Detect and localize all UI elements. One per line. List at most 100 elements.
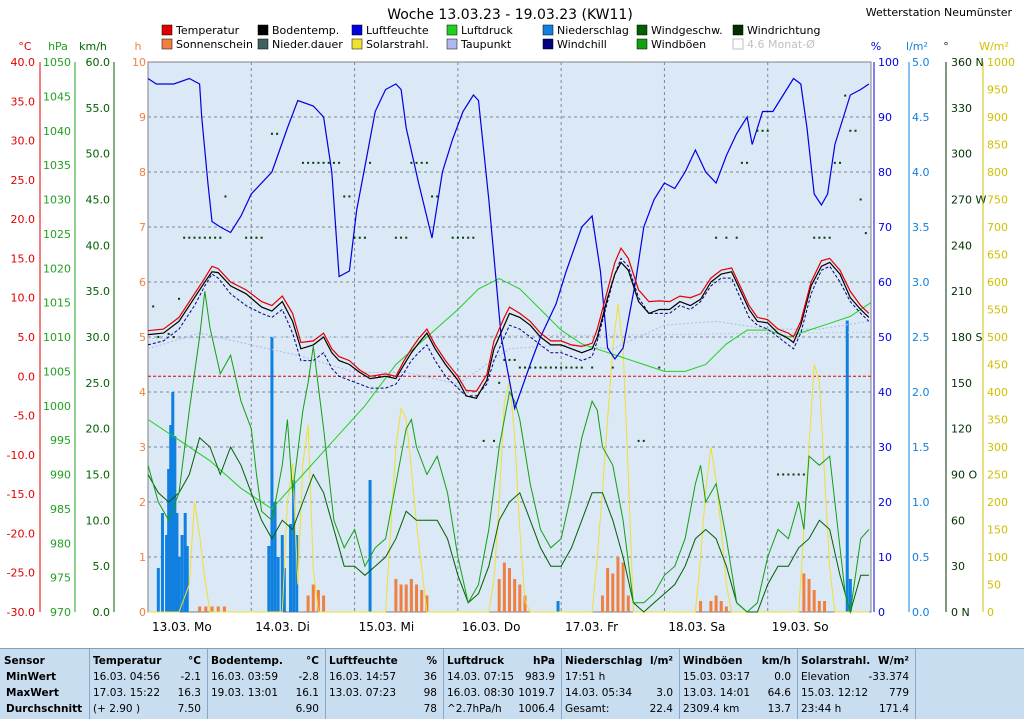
- sunshine-bar: [616, 557, 620, 612]
- stats-column: Sensor MinWert MaxWert Durchschnitt: [0, 649, 90, 719]
- wind-direction-dot: [255, 236, 258, 239]
- wind-direction-dot: [823, 236, 826, 239]
- stats-time: (+ 2.90 ): [93, 703, 141, 715]
- axis-tick-sun: 8: [139, 166, 146, 179]
- wind-direction-dot: [797, 473, 800, 476]
- axis-tick-rain: 2.5: [912, 331, 930, 344]
- stats-column: Temperatur °C 16.03. 04:56 -2.1 17.03. 15:22…: [89, 649, 208, 719]
- wind-direction-dot: [332, 161, 335, 164]
- wind-direction-dot: [363, 236, 366, 239]
- axis-unit-wind: km/h: [79, 40, 107, 53]
- stats-table: Sensor MinWert MaxWert Durchschnitt Temperat…: [0, 648, 1024, 719]
- axis-tick-sun: 5: [139, 331, 146, 344]
- boden-temp-line: [147, 261, 870, 399]
- wind-direction-dot: [828, 236, 831, 239]
- rain-bar: [156, 568, 160, 612]
- sunshine-bar: [316, 590, 320, 612]
- stats-unit: km/h: [761, 655, 791, 667]
- sunshine-bar: [210, 606, 214, 612]
- wind-direction-dot: [777, 473, 780, 476]
- wind-direction-dot: [167, 332, 170, 335]
- wind-direction-dot: [766, 129, 769, 132]
- sunshine-bar: [823, 601, 827, 612]
- axis-tick-wind: 25.0: [86, 377, 111, 390]
- legend-label: Bodentemp.: [272, 24, 339, 37]
- axis-tick-wind: 30.0: [86, 331, 111, 344]
- stats-time: 16.03. 08:30: [447, 687, 514, 699]
- wind-direction-dot: [498, 381, 501, 384]
- legend-label: Windgeschw.: [651, 24, 723, 37]
- axis-tick-pressure: 1015: [43, 297, 71, 310]
- wind-direction-dot: [761, 129, 764, 132]
- wind-direction-dot: [322, 161, 325, 164]
- stats-value: 64.6: [767, 687, 791, 699]
- stats-time: 14.03. 07:15: [447, 671, 514, 683]
- sunshine-bar: [198, 606, 202, 612]
- wind-direction-dot: [740, 161, 743, 164]
- legend-swatch: [542, 24, 554, 36]
- stats-value: 3.0: [656, 687, 673, 699]
- wind-direction-dot: [436, 195, 439, 198]
- axis-unit-rain: l/m²: [906, 40, 928, 53]
- stats-value: -2.8: [298, 671, 320, 683]
- wind-direction-dot: [715, 236, 718, 239]
- sunshine-bar: [216, 606, 220, 612]
- legend-swatch: [732, 24, 744, 36]
- stats-row: 14.03. 05:34 3.0: [565, 687, 673, 703]
- stats-row: 16.03. 04:56 -2.1: [93, 671, 201, 687]
- stats-row: 19.03. 13:01 16.1: [211, 687, 319, 703]
- axis-tick-pressure: 1040: [43, 125, 71, 138]
- wind-direction-dot: [611, 366, 614, 369]
- stats-time: 16.03. 03:59: [211, 671, 278, 683]
- sunshine-bar: [817, 601, 821, 612]
- wind-direction-dot: [260, 236, 263, 239]
- axis-tick-pressure: 995: [50, 434, 71, 447]
- wind-direction-dot: [554, 366, 557, 369]
- axis-tick-rain: 0.0: [912, 606, 930, 619]
- axis-tick-pressure: 1020: [43, 262, 71, 275]
- axis-tick-wind: 20.0: [86, 423, 111, 436]
- wind-direction-dot: [245, 236, 248, 239]
- wind-direction-dot: [513, 358, 516, 361]
- axis-tick-direction: 30: [951, 560, 965, 573]
- wind-direction-dot: [544, 366, 547, 369]
- sunshine-bar: [425, 595, 429, 612]
- wind-direction-dot: [580, 366, 583, 369]
- wind-direction-dot: [415, 161, 418, 164]
- wind-direction-dot: [482, 439, 485, 442]
- legend-swatch: [636, 24, 648, 36]
- wind-direction-dot: [172, 336, 175, 338]
- axis-tick-wind: 0.0: [93, 606, 111, 619]
- rain-bar: [177, 557, 181, 612]
- wind-direction-dot: [358, 236, 361, 239]
- axis-tick-humidity: 50: [878, 331, 892, 344]
- sunshine-bar: [497, 579, 501, 612]
- stats-header: Solarstrahl.: [801, 655, 871, 667]
- chart-title: Woche 13.03.23 - 19.03.23 (KW11): [387, 7, 633, 23]
- axis-tick-temp: 15.0: [11, 252, 36, 265]
- temperature-line: [147, 246, 870, 392]
- stats-time: Elevation: [801, 671, 850, 683]
- stats-header: Sensor: [4, 655, 45, 667]
- legend-label: 4.6 Monat-Ø: [747, 38, 815, 51]
- stats-time: 13.03. 14:01: [683, 687, 750, 699]
- rain-bar: [848, 579, 852, 612]
- legend-label: Luftfeuchte: [366, 24, 429, 37]
- stats-row: Elevation -33.374: [801, 671, 909, 687]
- axis-tick-solar: 650: [987, 249, 1008, 262]
- axis-tick-solar: 850: [987, 139, 1008, 152]
- axis-tick-temp: 0.0: [18, 370, 36, 383]
- legend-swatch: [542, 38, 554, 50]
- sunshine-bar: [621, 562, 625, 612]
- axis-tick-wind: 35.0: [86, 285, 111, 298]
- axis-tick-temp: -15.0: [7, 488, 35, 501]
- rain-bar: [171, 392, 175, 612]
- wind-direction-dot: [844, 94, 847, 97]
- axis-tick-direction: 300: [951, 148, 972, 161]
- wind-direction-dot: [420, 161, 423, 164]
- axis-tick-direction: 270 W: [951, 194, 986, 207]
- wind-direction-dot: [208, 236, 211, 239]
- wind-direction-dot: [410, 161, 413, 164]
- wind-direction-dot: [833, 161, 836, 164]
- axis-tick-pressure: 980: [50, 537, 71, 550]
